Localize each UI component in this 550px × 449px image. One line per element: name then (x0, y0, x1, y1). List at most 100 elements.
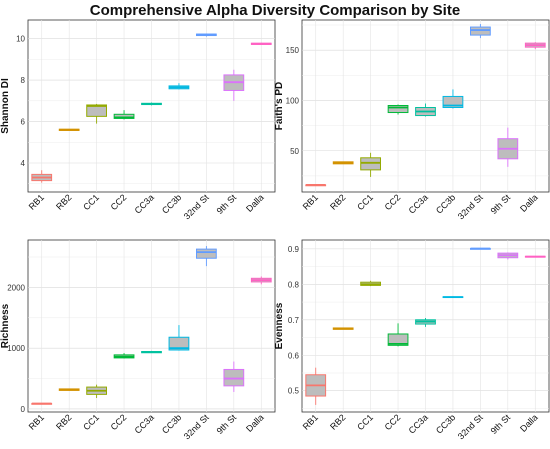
box-CC3a (141, 102, 162, 106)
box-CC1 (86, 103, 107, 124)
x-tick-label: 9th St (489, 412, 513, 436)
box-32nd St (196, 33, 217, 37)
box-CC3b (442, 296, 464, 299)
y-axis-label: Richness (0, 303, 11, 348)
x-tick-label: 32nd St (182, 412, 211, 441)
x-tick-label: RB2 (328, 192, 347, 211)
box-CC3a (141, 350, 162, 354)
box-32nd St (470, 24, 491, 39)
box-9th St (223, 361, 245, 392)
box-CC3a (415, 103, 436, 117)
x-tick-label: RB2 (54, 412, 73, 431)
box-32nd St (196, 246, 217, 267)
x-tick-label: CC1 (355, 412, 375, 432)
box-CC3b (168, 325, 190, 351)
x-tick-label: CC3a (133, 412, 156, 435)
box-CC2 (113, 110, 135, 120)
box-9th St (497, 252, 519, 260)
x-tick-label: CC2 (109, 192, 129, 212)
box-32nd St (470, 247, 491, 250)
y-tick-label: 6 (21, 118, 26, 127)
x-tick-label: Dalla (244, 412, 266, 434)
x-tick-label: CC1 (355, 192, 375, 212)
box-RB1 (31, 170, 53, 183)
panel-3: 0 1000 2000 Richness RB1 RB2 CC1 CC2 CC3a CC3b32n… (0, 239, 276, 441)
box-CC3b (442, 89, 464, 109)
x-tick-label: CC2 (109, 412, 129, 432)
box-CC3a (415, 318, 436, 327)
box-CC2 (387, 104, 409, 115)
x-tick-label: CC3b (434, 192, 457, 215)
y-tick-label: 0.6 (288, 351, 300, 360)
y-axis-label: Evenness (274, 302, 285, 349)
y-tick-label: 150 (286, 46, 300, 55)
box-CC2 (387, 323, 409, 347)
box-RB2 (332, 327, 354, 330)
y-tick-label: 2000 (7, 283, 25, 292)
box-body (442, 95, 464, 109)
x-tick-label: RB1 (27, 412, 46, 431)
panel-2: 50 100 150 Faith's PD RB1 RB2 CC1 CC2 CC3a CC3b32… (274, 19, 550, 221)
x-tick-label: CC3b (160, 412, 183, 435)
y-tick-label: 0.7 (288, 316, 300, 325)
y-tick-label: 0.9 (288, 245, 300, 254)
box-body (113, 113, 135, 119)
box-body (387, 333, 409, 346)
x-tick-label: RB1 (301, 412, 320, 431)
box-CC2 (113, 353, 135, 359)
x-tick-label: CC3a (407, 192, 430, 215)
y-tick-label: 4 (21, 159, 26, 168)
y-axis-label: Shannon DI (0, 78, 11, 134)
y-tick-label: 100 (286, 96, 300, 105)
y-tick-label: 50 (290, 147, 299, 156)
box-CC1 (360, 280, 381, 287)
x-tick-label: 9th St (489, 192, 513, 216)
box-body (223, 368, 245, 387)
panel-1: 4 6 8 10 Shannon DI RB1 RB2 CC1 CC2 CC3a CC3b32nd … (0, 19, 276, 221)
box-RB2 (332, 161, 354, 165)
box-body (360, 157, 381, 171)
box-body (168, 336, 190, 351)
box-body (196, 248, 217, 259)
y-tick-label: 0 (21, 405, 26, 414)
box-RB2 (58, 388, 80, 391)
box-RB1 (305, 367, 327, 405)
box-Dalla (524, 42, 546, 50)
x-tick-label: 32nd St (182, 192, 211, 221)
box-RB1 (305, 184, 327, 187)
y-tick-label: 1000 (7, 344, 25, 353)
y-tick-label: 8 (21, 76, 26, 85)
x-tick-label: CC3b (160, 192, 183, 215)
y-tick-label: 10 (16, 35, 25, 44)
y-tick-label: 0.5 (288, 387, 300, 396)
box-body (387, 104, 409, 114)
box-RB1 (31, 402, 53, 405)
x-tick-label: 32nd St (456, 412, 485, 441)
x-tick-label: CC3a (407, 412, 430, 435)
x-tick-label: RB1 (301, 192, 320, 211)
x-tick-label: RB1 (27, 192, 46, 211)
box-CC1 (86, 384, 107, 399)
x-tick-label: CC1 (81, 412, 101, 432)
x-tick-label: CC1 (81, 192, 101, 212)
x-tick-label: RB2 (328, 412, 347, 431)
box-9th St (497, 127, 519, 167)
chart-title: Comprehensive Alpha Diversity Comparison… (89, 2, 461, 19)
x-tick-label: CC2 (383, 192, 403, 212)
x-tick-label: CC3b (434, 412, 457, 435)
x-tick-label: CC3a (133, 192, 156, 215)
x-tick-label: 9th St (215, 412, 239, 436)
x-tick-label: Dalla (518, 412, 540, 434)
box-9th St (223, 69, 245, 101)
x-tick-label: Dalla (518, 192, 540, 214)
x-tick-label: 32nd St (456, 192, 485, 221)
box-CC3b (168, 83, 190, 90)
box-Dalla (250, 276, 272, 285)
x-tick-label: Dalla (244, 192, 266, 214)
panel-4: 0.5 0.6 0.7 0.8 0.9 Evenness RB1 RB2 CC1 CC2 CC3a C… (274, 239, 550, 441)
x-tick-label: CC2 (383, 412, 403, 432)
x-tick-label: 9th St (215, 192, 239, 216)
y-axis-label: Faith's PD (274, 82, 285, 131)
x-tick-label: RB2 (54, 192, 73, 211)
